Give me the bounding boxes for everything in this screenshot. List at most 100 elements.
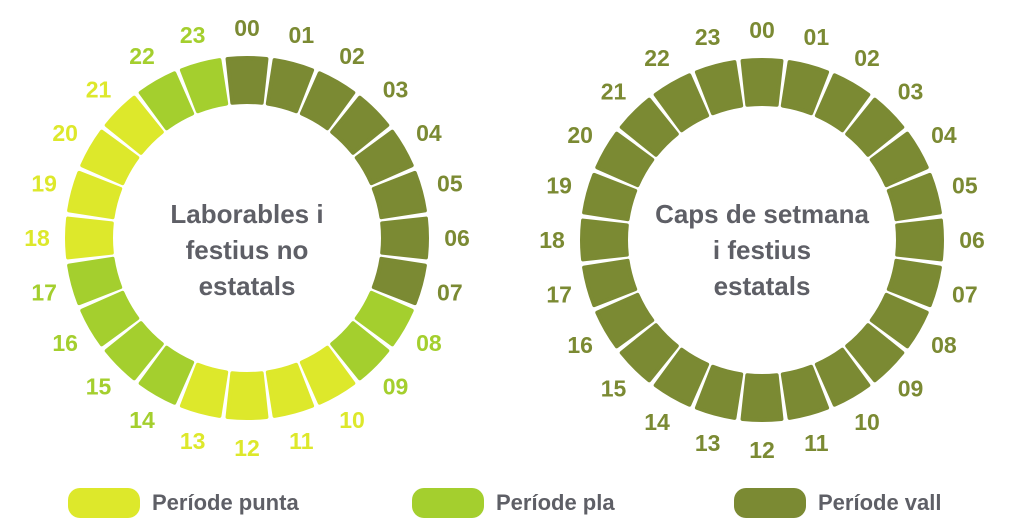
title-line: festius no	[185, 235, 309, 265]
hour-label-00: 00	[234, 15, 260, 41]
hour-segment-00	[225, 55, 269, 105]
hour-segment-16	[80, 290, 140, 347]
hour-segment-19	[582, 172, 638, 222]
hour-segment-09	[845, 323, 905, 383]
hour-label-11: 11	[804, 430, 829, 456]
hour-label-06: 06	[959, 227, 985, 253]
hour-segment-14	[138, 345, 195, 405]
clock-weekends: 00 01 02 03 04 05 06 07 08 09 10 11 12 13 14 15 16 17 18 19…	[539, 17, 985, 463]
hour-segment-04	[354, 129, 414, 186]
legend-swatch-punta	[68, 488, 140, 518]
hour-segment-06	[895, 218, 945, 262]
hour-label-05: 05	[952, 173, 978, 199]
hour-segment-15	[104, 321, 164, 381]
hour-segment-16	[595, 292, 655, 349]
title-line: i festius	[712, 235, 812, 265]
hour-label-19: 19	[546, 173, 572, 199]
hour-label-11: 11	[289, 428, 314, 454]
hour-label-03: 03	[383, 77, 409, 103]
clock-weekdays: 00 01 02 03 04 05 06 07 08 09 10 11 12 13 14 15 16 17 18 19…	[24, 15, 470, 461]
hour-segment-19	[67, 170, 123, 220]
hour-label-15: 15	[601, 375, 627, 401]
hour-label-16: 16	[52, 330, 78, 356]
hour-label-13: 13	[180, 428, 206, 454]
hour-label-21: 21	[601, 79, 627, 105]
hour-segment-14	[653, 347, 710, 407]
hour-label-06: 06	[444, 225, 470, 251]
hour-segment-06	[380, 216, 430, 260]
hour-segment-13	[694, 364, 744, 420]
hour-label-09: 09	[898, 375, 924, 401]
hour-segment-22	[653, 73, 710, 133]
legend-swatch-pla	[412, 488, 484, 518]
hour-label-20: 20	[567, 122, 593, 148]
hour-label-12: 12	[749, 437, 775, 463]
clock-title-weekends: Caps de setmana i festius estatals	[632, 196, 892, 304]
legend-label: Període vall	[818, 490, 942, 515]
hour-segment-08	[354, 290, 414, 347]
hour-label-16: 16	[567, 332, 593, 358]
legend-label: Període punta	[152, 490, 299, 515]
title-line: Laborables i	[170, 199, 324, 229]
hour-segment-15	[619, 323, 679, 383]
hour-segment-23	[694, 60, 744, 116]
hour-label-22: 22	[129, 43, 155, 69]
hour-segment-05	[371, 170, 427, 220]
hour-label-18: 18	[539, 227, 565, 253]
hour-label-21: 21	[86, 77, 112, 103]
hour-segment-02	[814, 73, 871, 133]
clock-title-weekdays: Laborables i festius no estatals	[117, 196, 377, 304]
hour-label-08: 08	[931, 332, 957, 358]
hour-segment-11	[780, 364, 830, 420]
hour-label-04: 04	[931, 122, 957, 148]
hour-segment-10	[814, 347, 871, 407]
hour-label-14: 14	[129, 407, 155, 433]
title-line: estatals	[198, 271, 296, 301]
hour-label-08: 08	[416, 330, 442, 356]
hour-segment-23	[179, 58, 229, 114]
hour-label-12: 12	[234, 435, 260, 461]
legend-item-punta: Període punta	[68, 486, 299, 520]
hour-label-10: 10	[854, 409, 880, 435]
hour-segment-05	[886, 172, 942, 222]
hour-label-02: 02	[339, 43, 365, 69]
hour-segment-17	[67, 256, 123, 306]
legend-swatch-vall	[734, 488, 806, 518]
hour-label-20: 20	[52, 120, 78, 146]
hour-label-07: 07	[952, 281, 978, 307]
hour-segment-03	[330, 95, 390, 155]
hour-label-04: 04	[416, 120, 442, 146]
hour-segment-17	[582, 258, 638, 308]
hour-segment-00	[740, 57, 784, 107]
hour-label-00: 00	[749, 17, 775, 43]
legend-label: Període pla	[496, 490, 615, 515]
hour-label-22: 22	[644, 45, 670, 71]
hour-segment-20	[80, 129, 140, 186]
title-line: Caps de setmana	[655, 199, 869, 229]
title-line: estatals	[713, 271, 811, 301]
hour-segment-08	[869, 292, 929, 349]
hour-segment-22	[138, 71, 195, 131]
hour-segment-21	[104, 95, 164, 155]
hour-segment-07	[371, 256, 427, 306]
hour-clocks: 00 01 02 03 04 05 06 07 08 09 10 11 12 13 14 15 16 17 18 19…	[24, 15, 985, 463]
hour-segment-09	[330, 321, 390, 381]
hour-segment-11	[265, 362, 315, 418]
hour-label-03: 03	[898, 79, 924, 105]
hour-label-19: 19	[31, 171, 57, 197]
hour-label-23: 23	[180, 22, 206, 48]
hour-segment-20	[595, 131, 655, 188]
hour-label-07: 07	[437, 279, 463, 305]
hour-label-01: 01	[804, 24, 830, 50]
hour-label-01: 01	[289, 22, 315, 48]
hour-segment-03	[845, 97, 905, 157]
hour-segment-12	[225, 371, 269, 421]
hour-label-13: 13	[695, 430, 721, 456]
hour-label-09: 09	[383, 373, 409, 399]
hour-segment-21	[619, 97, 679, 157]
hour-segment-01	[265, 58, 315, 114]
hour-label-15: 15	[86, 373, 112, 399]
hour-label-10: 10	[339, 407, 365, 433]
hour-segment-18	[579, 218, 629, 262]
hour-label-23: 23	[695, 24, 721, 50]
